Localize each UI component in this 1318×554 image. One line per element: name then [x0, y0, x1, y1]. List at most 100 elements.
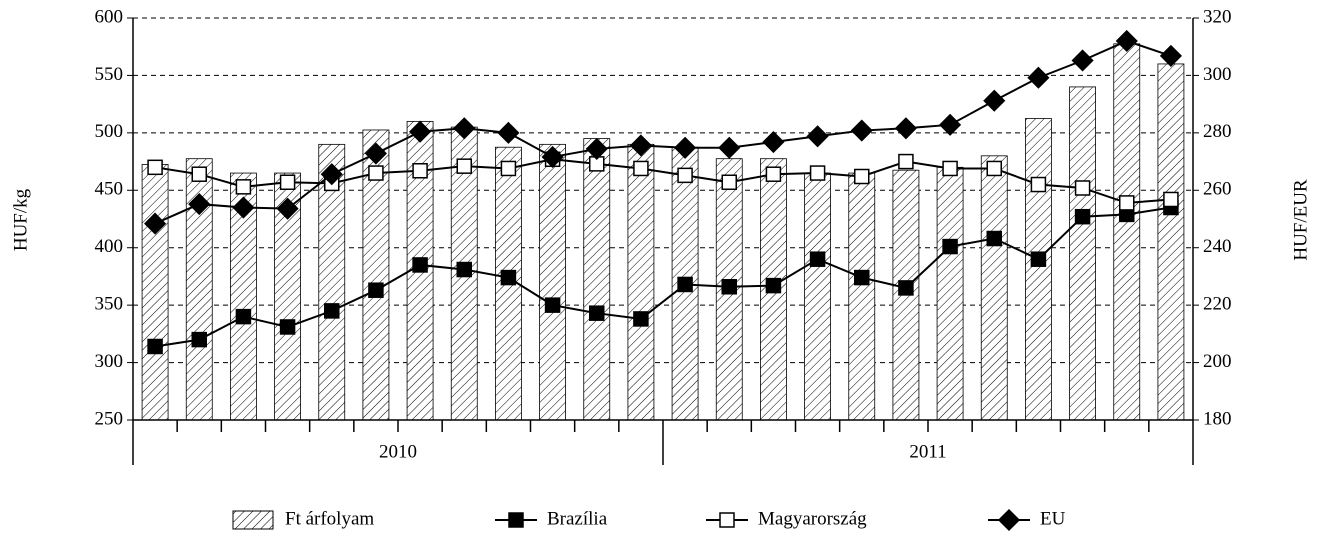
y2-tick-label: 240	[1203, 236, 1232, 257]
bar	[848, 172, 876, 421]
marker	[1030, 251, 1047, 267]
line	[154, 206, 1172, 348]
y-tick-label: 500	[95, 121, 124, 142]
y2-tick-label: 180	[1203, 408, 1232, 429]
marker	[147, 159, 163, 176]
marker	[1115, 29, 1138, 53]
bar	[627, 143, 655, 421]
bar	[141, 164, 169, 421]
bar	[583, 138, 611, 421]
marker	[147, 338, 163, 355]
marker	[409, 120, 432, 143]
marker	[1119, 195, 1135, 211]
marker	[144, 212, 167, 235]
legend-swatch	[232, 510, 274, 530]
marker	[544, 297, 561, 313]
marker	[500, 269, 517, 286]
marker	[721, 279, 737, 295]
marker	[279, 319, 296, 335]
marker	[320, 163, 343, 186]
marker	[1159, 44, 1182, 67]
marker	[412, 163, 428, 179]
line	[154, 158, 1171, 204]
legend-marker	[997, 508, 1021, 532]
marker	[850, 119, 873, 142]
marker	[1163, 191, 1179, 208]
legend-label: Brazília	[547, 508, 608, 529]
bar	[1113, 43, 1141, 421]
marker	[939, 113, 962, 136]
marker	[1074, 180, 1091, 196]
legend-marker	[719, 512, 735, 528]
marker	[674, 136, 697, 159]
marker	[589, 305, 605, 321]
y2-tick-label: 300	[1203, 64, 1232, 85]
marker	[188, 193, 211, 216]
y-tick-label: 250	[95, 408, 124, 429]
marker	[1071, 49, 1094, 72]
marker	[1030, 176, 1047, 193]
marker	[809, 165, 826, 181]
marker	[541, 145, 564, 169]
marker	[412, 257, 428, 273]
marker	[279, 174, 296, 190]
marker	[718, 136, 741, 159]
marker	[1074, 208, 1091, 225]
x-group-label: 2011	[909, 441, 946, 462]
marker	[765, 277, 782, 294]
y2-tick-label: 220	[1203, 294, 1232, 315]
legend-label: Magyarország	[758, 508, 867, 529]
bar	[980, 155, 1008, 421]
marker	[721, 174, 737, 190]
marker	[585, 137, 608, 160]
marker	[235, 308, 252, 325]
marker	[232, 196, 255, 219]
marker	[629, 134, 652, 157]
marker	[806, 125, 829, 148]
y-tick-label: 600	[95, 6, 124, 27]
marker	[809, 251, 826, 267]
bar	[1025, 118, 1052, 421]
y-tick-label: 300	[95, 351, 124, 372]
marker	[942, 238, 958, 255]
marker	[453, 117, 476, 140]
marker	[894, 117, 917, 140]
marker	[324, 303, 340, 319]
y-tick-label: 450	[95, 179, 124, 200]
legend-marker	[508, 512, 524, 528]
marker	[854, 269, 870, 286]
marker	[456, 158, 472, 174]
marker	[677, 276, 693, 293]
x-group-label: 2010	[379, 441, 417, 462]
marker	[986, 160, 1002, 177]
bar	[539, 143, 566, 421]
y2-tick-label: 200	[1203, 351, 1232, 372]
bar	[936, 166, 964, 421]
bar	[804, 172, 831, 421]
marker	[497, 121, 520, 144]
line	[154, 39, 1172, 225]
marker	[765, 166, 782, 182]
marker	[500, 160, 517, 177]
marker	[633, 311, 649, 327]
y-tick-label: 350	[95, 294, 124, 315]
marker	[1027, 66, 1050, 89]
y-tick-label: 550	[95, 64, 124, 85]
marker	[364, 142, 387, 165]
y-tick-label: 400	[95, 236, 124, 257]
y2-tick-label: 320	[1203, 6, 1232, 27]
marker	[986, 230, 1002, 247]
marker	[633, 160, 649, 177]
marker	[942, 160, 958, 177]
marker	[235, 179, 252, 195]
marker	[191, 166, 207, 182]
marker	[368, 282, 384, 298]
y2-axis-title: HUF/EUR	[1290, 179, 1311, 261]
marker	[191, 331, 207, 348]
bar	[1069, 86, 1096, 421]
marker	[898, 153, 914, 170]
y2-tick-label: 260	[1203, 179, 1232, 200]
marker	[983, 89, 1006, 112]
marker	[368, 165, 384, 181]
